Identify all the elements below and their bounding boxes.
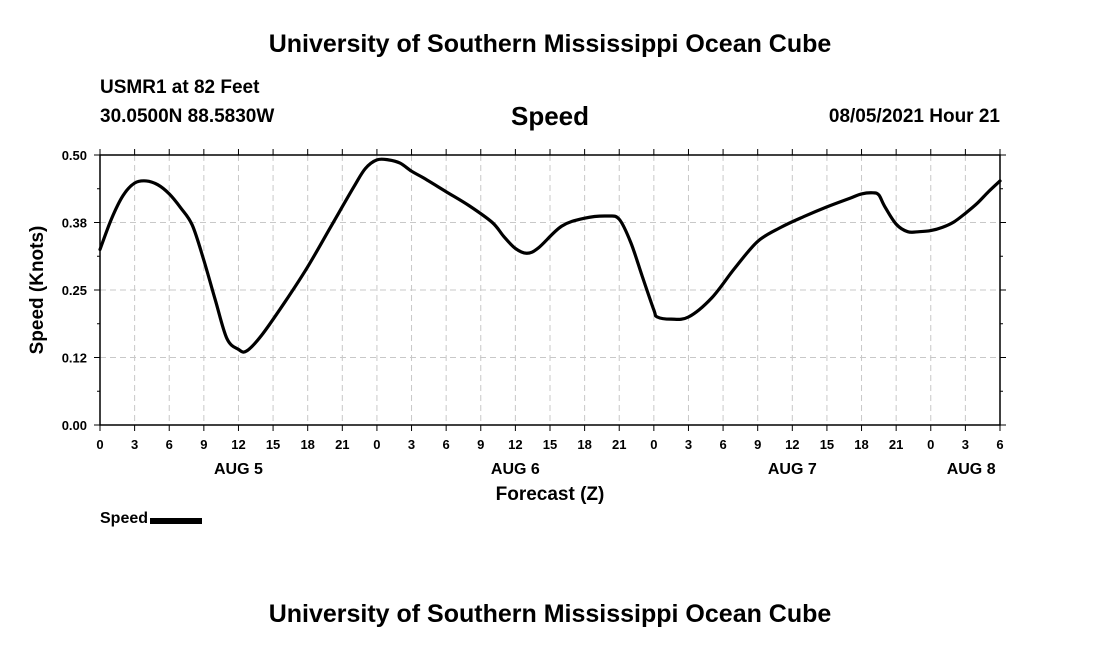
- x-tick-label: 3: [131, 437, 138, 452]
- x-axis-title: Forecast (Z): [496, 484, 605, 505]
- date-label: AUG 8: [947, 461, 996, 478]
- x-tick-label: 18: [854, 437, 868, 452]
- x-tick-label: 6: [166, 437, 173, 452]
- y-tick-label: 0.00: [62, 418, 87, 433]
- x-tick-label: 12: [785, 437, 799, 452]
- legend-swatch-speed: [150, 518, 203, 524]
- x-tick-label: 3: [962, 437, 969, 452]
- x-tick-labels: 0 3 6 9 12 15 18 21 0 3 6 9 12 15 18 21 0 3 6 9 12 15 18 21 0 3 6: [96, 437, 1003, 452]
- x-tick-label: 0: [96, 437, 103, 452]
- timestamp-label: 08/05/2021 Hour 21: [828, 106, 1000, 127]
- x-tick-label: 15: [543, 437, 557, 452]
- date-label: AUG 7: [768, 461, 817, 478]
- x-tick-label: 6: [719, 437, 726, 452]
- station-label: USMR1 at 82 Feet: [100, 77, 260, 98]
- x-tick-label: 21: [612, 437, 626, 452]
- x-tick-label: 18: [577, 437, 591, 452]
- x-tick-label: 12: [508, 437, 522, 452]
- axis-ticks: [94, 149, 1006, 431]
- coordinates-label: 30.0500N 88.5830W: [100, 106, 275, 127]
- x-tick-label: 15: [266, 437, 280, 452]
- date-labels: AUG 5 AUG 6 AUG 7 AUG 8: [214, 461, 996, 478]
- date-label: AUG 6: [491, 461, 540, 478]
- x-tick-label: 9: [477, 437, 484, 452]
- x-tick-label: 18: [300, 437, 314, 452]
- legend: Speed: [100, 510, 203, 528]
- x-tick-label: 3: [408, 437, 415, 452]
- x-tick-label: 9: [200, 437, 207, 452]
- plot-frame: [99, 154, 1001, 426]
- chart-title-bottom: University of Southern Mississippi Ocean…: [268, 600, 832, 628]
- speed-series-line: [98, 157, 1002, 354]
- y-tick-label: 0.25: [62, 283, 87, 298]
- x-tick-label: 15: [820, 437, 834, 452]
- x-tick-label: 9: [754, 437, 761, 452]
- x-tick-label: 6: [996, 437, 1003, 452]
- x-tick-label: 0: [927, 437, 934, 452]
- y-tick-labels: 0.00 0.12 0.25 0.38 0.50: [62, 148, 87, 433]
- x-tick-label: 21: [335, 437, 349, 452]
- x-tick-label: 21: [889, 437, 903, 452]
- legend-label-speed: Speed: [100, 510, 149, 527]
- x-tick-label: 0: [373, 437, 380, 452]
- y-tick-label: 0.12: [62, 351, 87, 366]
- x-tick-label: 3: [685, 437, 692, 452]
- y-tick-label: 0.38: [62, 216, 87, 231]
- grid-lines: [100, 155, 1000, 425]
- plot-title: Speed: [510, 101, 590, 131]
- y-axis-title: Speed (Knots): [27, 226, 48, 355]
- date-label: AUG 5: [214, 461, 263, 478]
- x-tick-label: 12: [231, 437, 245, 452]
- chart-title-top: University of Southern Mississippi Ocean…: [268, 30, 832, 58]
- x-tick-label: 6: [443, 437, 450, 452]
- x-tick-label: 0: [650, 437, 657, 452]
- y-tick-label: 0.50: [62, 148, 87, 163]
